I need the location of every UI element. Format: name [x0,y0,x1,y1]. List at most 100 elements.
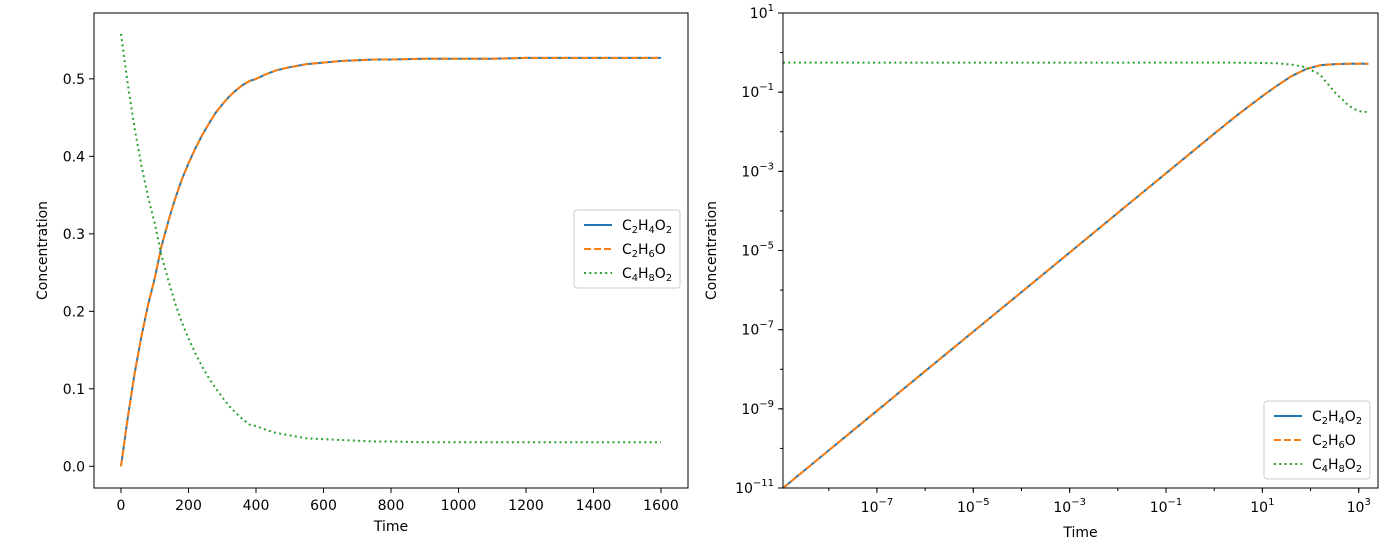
legend-label-1-sub: 2 [632,225,638,236]
y-tick-label: 0.1 [63,382,85,398]
legend-label-3: C4H8O2 [1312,457,1362,475]
legend-label-1: C2H4O2 [1312,409,1362,427]
x-tick-label: 800 [378,498,405,514]
y-axis-label: Concentration [704,201,720,300]
tick-base: 10 [957,500,975,516]
right-legend-frame [1263,400,1371,480]
legend-label-3: C4H8O2 [622,266,672,284]
tick-exponent: 1 [1268,497,1274,508]
series-line-2 [782,62,1369,489]
legend-label-1-c: C [622,218,632,234]
legend-label-2: C2H6O [622,242,666,260]
legend-label-1-o: O [655,218,666,234]
tick-exponent: −7 [878,497,893,508]
legend-label-2-h: H [638,242,649,258]
tick-base: 10 [1250,500,1268,516]
x-axis-label: Time [1062,525,1097,541]
legend-label-1-sub: 4 [649,225,655,236]
x-tick-label: 0 [117,498,126,514]
y-tick-label: 0.0 [63,459,85,475]
y-tick-label: 0.2 [63,304,85,320]
legend-label-1-sub: 2 [1322,416,1328,427]
y-tick-label: 0.3 [63,227,85,243]
x-tick-label: 103 [1347,497,1371,516]
series-line-2 [120,56,661,467]
legend-label-3-sub: 2 [666,273,672,284]
x-tick-label: 101 [1250,497,1274,516]
legend-label-3-sub: 4 [632,273,638,284]
tick-base: 10 [741,85,759,101]
tick-exponent: −1 [759,82,774,93]
tick-exponent: −5 [759,241,774,252]
legend-label-1-sub: 2 [666,225,672,236]
legend-label-2-o: O [1345,433,1356,449]
tick-exponent: 3 [1364,497,1370,508]
legend-label-2-c: C [1312,433,1322,449]
tick-base: 10 [1053,500,1071,516]
legend-label-2: C2H6O [1312,433,1356,451]
tick-base: 10 [741,164,759,180]
legend-label-2-sub: 2 [632,249,638,260]
series-line-3 [120,33,661,444]
tick-base: 10 [1347,500,1365,516]
legend-label-2-sub: 6 [1339,440,1345,451]
x-tick-label: 1000 [441,498,477,514]
legend-label-3-o: O [1345,457,1356,473]
x-tick-label: 600 [310,498,337,514]
legend-label-1-c: C [1312,409,1322,425]
x-tick-label: 10−1 [1150,497,1183,516]
y-tick-label: 101 [750,3,774,22]
x-tick-label: 1600 [643,498,679,514]
y-tick-label: 10−5 [741,241,774,260]
legend-label-2-c: C [622,242,632,258]
legend-label-3-c: C [622,266,632,282]
legend-label-3-sub: 8 [649,273,655,284]
x-axis-label: Time [373,519,408,535]
x-tick-label: 10−3 [1053,497,1086,516]
legend-label-3-c: C [1312,457,1322,473]
legend-label-3-h: H [1328,457,1339,473]
tick-exponent: −9 [759,399,774,410]
tick-exponent: −11 [753,478,774,489]
tick-exponent: −3 [759,161,774,172]
legend-label-3-sub: 4 [1322,464,1328,475]
legend-label-2-h: H [1328,433,1339,449]
tick-base: 10 [741,323,759,339]
legend-label-1-h: H [638,218,649,234]
tick-base: 10 [741,244,759,260]
legend-label-1: C2H4O2 [622,218,672,236]
tick-exponent: −3 [1071,497,1086,508]
legend-label-1-sub: 2 [1356,416,1362,427]
y-tick-label: 10−11 [735,478,774,497]
x-tick-label: 10−5 [957,497,990,516]
x-tick-label: 10−7 [861,497,894,516]
legend-label-3-h: H [638,266,649,282]
x-tick-label: 400 [243,498,270,514]
tick-exponent: −7 [759,320,774,331]
tick-exponent: −1 [1168,497,1183,508]
left-legend-frame [573,209,681,289]
tick-exponent: −5 [975,497,990,508]
legend-label-1-sub: 4 [1339,416,1345,427]
y-tick-label: 10−9 [741,399,774,418]
y-tick-label: 10−1 [741,82,774,101]
y-tick-label: 0.4 [63,149,85,165]
legend-label-1-h: H [1328,409,1339,425]
x-tick-label: 1200 [508,498,544,514]
y-tick-label: 10−7 [741,320,774,339]
y-tick-label: 0.5 [63,72,85,88]
legend-label-2-sub: 2 [1322,440,1328,451]
tick-base: 10 [861,500,879,516]
legend-label-2-o: O [655,242,666,258]
tick-base: 10 [1150,500,1168,516]
series-line-3 [783,61,1369,114]
legend-label-1-o: O [1345,409,1356,425]
tick-exponent: 1 [768,3,774,14]
legend-label-2-sub: 6 [649,249,655,260]
y-tick-label: 10−3 [741,161,774,180]
tick-base: 10 [750,6,768,22]
legend-label-3-o: O [655,266,666,282]
